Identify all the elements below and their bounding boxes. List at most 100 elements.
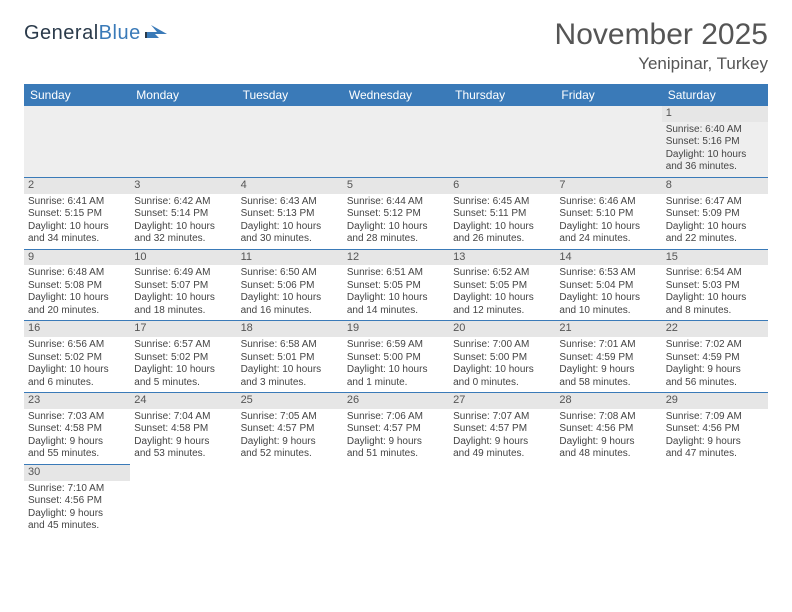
day-cell: 18Sunrise: 6:58 AMSunset: 5:01 PMDayligh… <box>237 321 343 393</box>
sunrise-text: Sunrise: 6:45 AM <box>453 196 551 209</box>
daylight-text: Daylight: 10 hours <box>134 292 232 305</box>
daylight-text: and 20 minutes. <box>28 305 126 318</box>
daylight-text: and 0 minutes. <box>453 377 551 390</box>
title-block: November 2025 Yenipinar, Turkey <box>555 18 768 74</box>
day-number: 29 <box>662 393 768 409</box>
daylight-text: and 53 minutes. <box>134 448 232 461</box>
day-cell: 17Sunrise: 6:57 AMSunset: 5:02 PMDayligh… <box>130 321 236 393</box>
day-number: 13 <box>449 250 555 266</box>
sunrise-text: Sunrise: 6:47 AM <box>666 196 764 209</box>
sunset-text: Sunset: 5:15 PM <box>28 208 126 221</box>
day-cell: 27Sunrise: 7:07 AMSunset: 4:57 PMDayligh… <box>449 393 555 465</box>
daylight-text: Daylight: 10 hours <box>28 292 126 305</box>
sunset-text: Sunset: 5:00 PM <box>347 352 445 365</box>
day-cell <box>24 106 130 177</box>
sunset-text: Sunset: 5:14 PM <box>134 208 232 221</box>
daylight-text: and 26 minutes. <box>453 233 551 246</box>
weekday-header-row: Sunday Monday Tuesday Wednesday Thursday… <box>24 84 768 106</box>
sunset-text: Sunset: 4:58 PM <box>134 423 232 436</box>
daylight-text: Daylight: 10 hours <box>347 221 445 234</box>
day-cell: 5Sunrise: 6:44 AMSunset: 5:12 PMDaylight… <box>343 177 449 249</box>
daylight-text: Daylight: 9 hours <box>241 436 339 449</box>
daylight-text: Daylight: 9 hours <box>666 364 764 377</box>
weekday-header: Tuesday <box>237 84 343 106</box>
daylight-text: and 6 minutes. <box>28 377 126 390</box>
weekday-header: Thursday <box>449 84 555 106</box>
sunrise-text: Sunrise: 6:46 AM <box>559 196 657 209</box>
day-cell <box>237 464 343 535</box>
day-cell: 13Sunrise: 6:52 AMSunset: 5:05 PMDayligh… <box>449 249 555 321</box>
flag-icon <box>145 24 167 43</box>
sunrise-text: Sunrise: 6:52 AM <box>453 267 551 280</box>
day-number: 21 <box>555 321 661 337</box>
daylight-text: Daylight: 10 hours <box>453 221 551 234</box>
day-cell: 16Sunrise: 6:56 AMSunset: 5:02 PMDayligh… <box>24 321 130 393</box>
day-cell: 11Sunrise: 6:50 AMSunset: 5:06 PMDayligh… <box>237 249 343 321</box>
sunset-text: Sunset: 4:57 PM <box>241 423 339 436</box>
daylight-text: Daylight: 10 hours <box>666 221 764 234</box>
sunrise-text: Sunrise: 7:03 AM <box>28 411 126 424</box>
day-number: 22 <box>662 321 768 337</box>
day-number: 11 <box>237 250 343 266</box>
weekday-header: Monday <box>130 84 236 106</box>
daylight-text: and 55 minutes. <box>28 448 126 461</box>
daylight-text: Daylight: 9 hours <box>134 436 232 449</box>
day-cell <box>343 464 449 535</box>
sunset-text: Sunset: 5:11 PM <box>453 208 551 221</box>
daylight-text: Daylight: 10 hours <box>347 292 445 305</box>
day-cell: 4Sunrise: 6:43 AMSunset: 5:13 PMDaylight… <box>237 177 343 249</box>
day-cell: 30Sunrise: 7:10 AMSunset: 4:56 PMDayligh… <box>24 464 130 535</box>
daylight-text: and 52 minutes. <box>241 448 339 461</box>
day-number: 6 <box>449 178 555 194</box>
day-number: 8 <box>662 178 768 194</box>
day-cell: 2Sunrise: 6:41 AMSunset: 5:15 PMDaylight… <box>24 177 130 249</box>
day-cell: 10Sunrise: 6:49 AMSunset: 5:07 PMDayligh… <box>130 249 236 321</box>
day-cell: 8Sunrise: 6:47 AMSunset: 5:09 PMDaylight… <box>662 177 768 249</box>
day-cell: 19Sunrise: 6:59 AMSunset: 5:00 PMDayligh… <box>343 321 449 393</box>
weekday-header: Friday <box>555 84 661 106</box>
week-row: 16Sunrise: 6:56 AMSunset: 5:02 PMDayligh… <box>24 321 768 393</box>
brand-text: GeneralBlue <box>24 22 141 45</box>
week-row: 2Sunrise: 6:41 AMSunset: 5:15 PMDaylight… <box>24 177 768 249</box>
sunset-text: Sunset: 5:16 PM <box>666 136 764 149</box>
daylight-text: Daylight: 10 hours <box>134 221 232 234</box>
day-cell: 3Sunrise: 6:42 AMSunset: 5:14 PMDaylight… <box>130 177 236 249</box>
day-cell: 14Sunrise: 6:53 AMSunset: 5:04 PMDayligh… <box>555 249 661 321</box>
daylight-text: Daylight: 9 hours <box>559 436 657 449</box>
sunrise-text: Sunrise: 6:54 AM <box>666 267 764 280</box>
day-number: 23 <box>24 393 130 409</box>
sunrise-text: Sunrise: 7:04 AM <box>134 411 232 424</box>
sunset-text: Sunset: 5:08 PM <box>28 280 126 293</box>
day-cell <box>449 464 555 535</box>
day-number: 9 <box>24 250 130 266</box>
day-number: 30 <box>24 465 130 481</box>
day-number: 5 <box>343 178 449 194</box>
sunset-text: Sunset: 4:56 PM <box>559 423 657 436</box>
sunset-text: Sunset: 4:56 PM <box>28 495 126 508</box>
day-number: 25 <box>237 393 343 409</box>
daylight-text: Daylight: 9 hours <box>453 436 551 449</box>
calendar-body: 1Sunrise: 6:40 AMSunset: 5:16 PMDaylight… <box>24 106 768 536</box>
day-cell: 6 Sunrise: 6:45 AMSunset: 5:11 PMDaylight… <box>449 177 555 249</box>
day-number: 4 <box>237 178 343 194</box>
weekday-header: Sunday <box>24 84 130 106</box>
day-number: 3 <box>130 178 236 194</box>
daylight-text: and 1 minute. <box>347 377 445 390</box>
sunrise-text: Sunrise: 7:06 AM <box>347 411 445 424</box>
header: GeneralBlue November 2025 Yenipinar, Tur… <box>24 18 768 74</box>
sunrise-text: Sunrise: 6:49 AM <box>134 267 232 280</box>
day-number: 7 <box>555 178 661 194</box>
week-row: 23Sunrise: 7:03 AMSunset: 4:58 PMDayligh… <box>24 393 768 465</box>
sunset-text: Sunset: 4:56 PM <box>666 423 764 436</box>
sunrise-text: Sunrise: 6:58 AM <box>241 339 339 352</box>
daylight-text: and 10 minutes. <box>559 305 657 318</box>
sunset-text: Sunset: 4:59 PM <box>666 352 764 365</box>
day-number: 16 <box>24 321 130 337</box>
daylight-text: and 32 minutes. <box>134 233 232 246</box>
sunset-text: Sunset: 5:02 PM <box>28 352 126 365</box>
day-number: 18 <box>237 321 343 337</box>
day-cell: 9Sunrise: 6:48 AMSunset: 5:08 PMDaylight… <box>24 249 130 321</box>
sunrise-text: Sunrise: 7:05 AM <box>241 411 339 424</box>
brand-part2: Blue <box>99 22 141 44</box>
sunset-text: Sunset: 5:07 PM <box>134 280 232 293</box>
